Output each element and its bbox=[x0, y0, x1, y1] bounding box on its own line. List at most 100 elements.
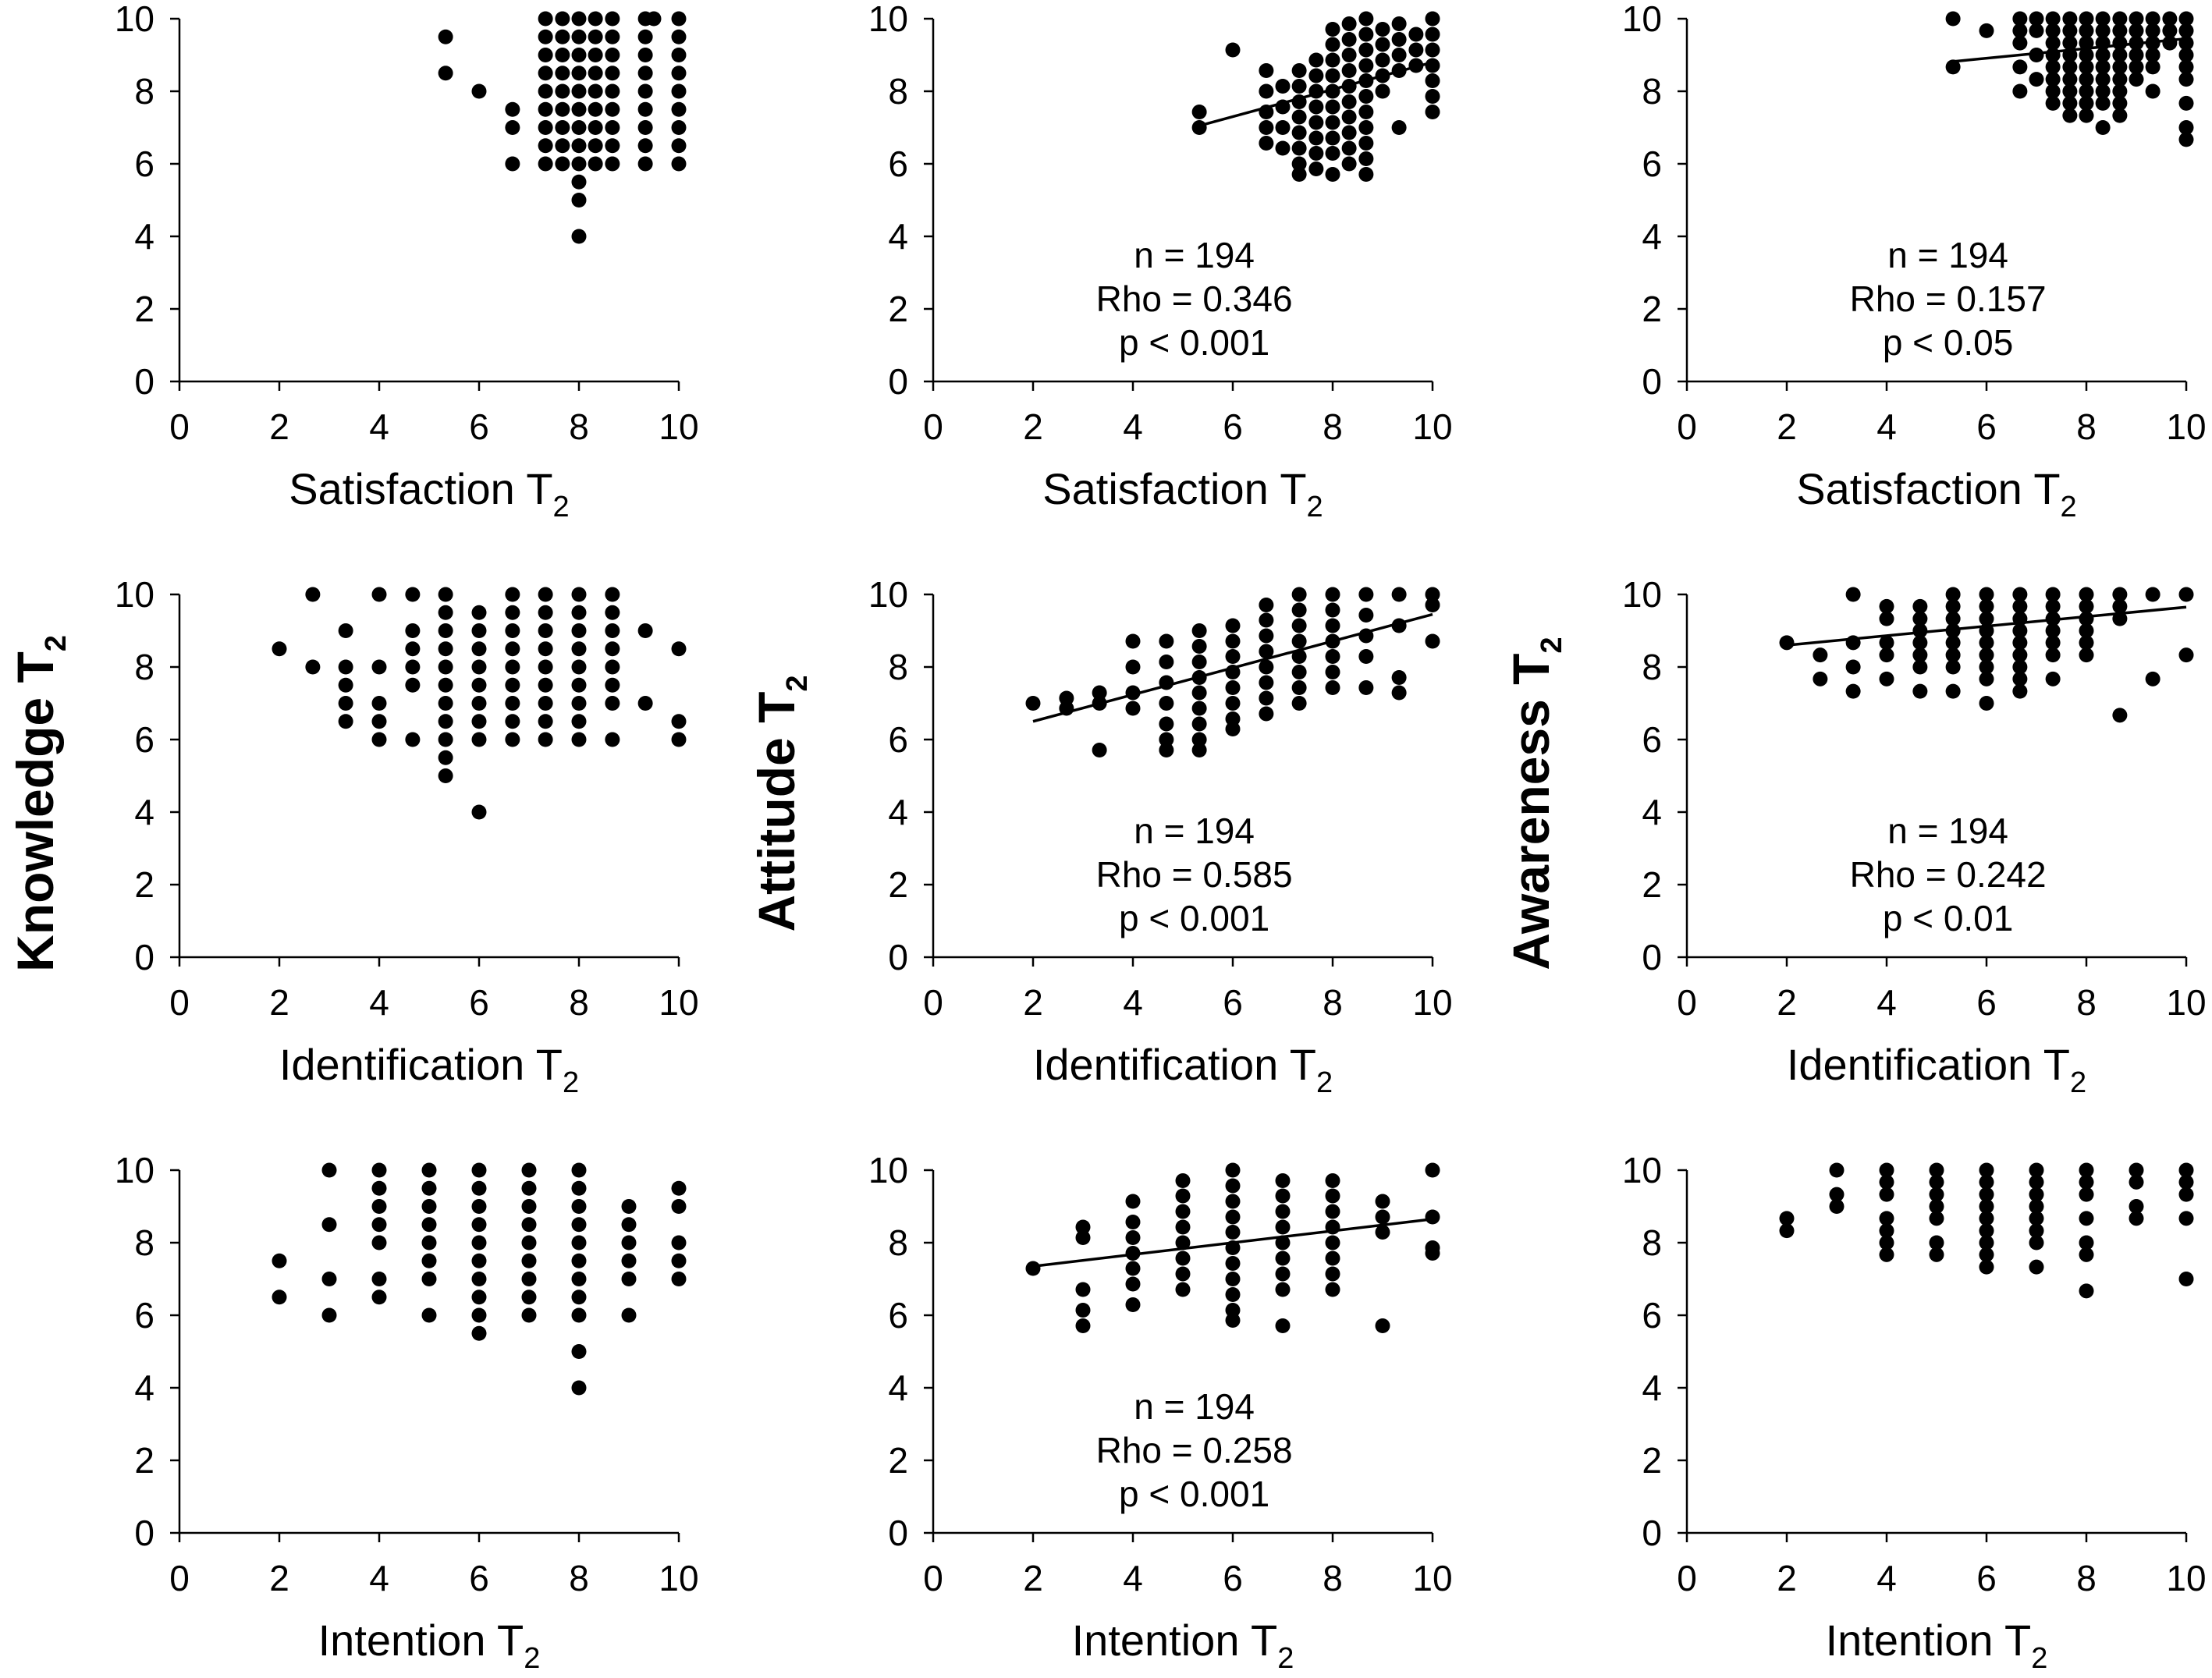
scatter-point bbox=[1225, 1225, 1241, 1240]
scatter-point bbox=[605, 138, 620, 154]
scatter-point bbox=[621, 1307, 637, 1323]
scatter-point bbox=[538, 11, 553, 27]
scatter-point bbox=[1779, 1211, 1795, 1226]
y-tick-label: 4 bbox=[888, 1368, 908, 1408]
x-tick-label: 6 bbox=[1976, 1558, 1997, 1598]
scatter-point bbox=[305, 587, 321, 602]
y-tick-label: 8 bbox=[1642, 1222, 1662, 1263]
y-tick-label: 4 bbox=[888, 216, 908, 257]
scatter-point bbox=[1291, 696, 1307, 711]
stat-annotation: p < 0.01 bbox=[1883, 898, 2014, 938]
scatter-point bbox=[521, 1162, 537, 1178]
scatter-point bbox=[555, 156, 570, 172]
scatter-point bbox=[2079, 587, 2094, 602]
scatter-point bbox=[2079, 11, 2094, 27]
scatter-point bbox=[1813, 671, 1828, 686]
scatter-point bbox=[1425, 58, 1440, 73]
x-tick-label: 6 bbox=[1976, 982, 1997, 1023]
scatter-point bbox=[1391, 669, 1407, 685]
scatter-point bbox=[571, 193, 587, 208]
y-tick-label: 6 bbox=[888, 719, 908, 760]
scatter-point bbox=[1912, 647, 1928, 663]
x-tick-label: 0 bbox=[169, 1558, 190, 1598]
scatter-point bbox=[1358, 166, 1374, 182]
scatter-point bbox=[1175, 1235, 1191, 1251]
scatter-point bbox=[1358, 105, 1374, 120]
scatter-point bbox=[1325, 587, 1340, 602]
scatter-point bbox=[2079, 59, 2094, 75]
scatter-point bbox=[1929, 1199, 1944, 1214]
scatter-point bbox=[1879, 635, 1894, 651]
stat-annotation: p < 0.001 bbox=[1119, 1474, 1269, 1514]
scatter-point bbox=[1425, 11, 1440, 27]
scatter-point bbox=[1308, 115, 1324, 130]
scatter-point bbox=[371, 1199, 387, 1214]
scatter-point bbox=[1912, 659, 1928, 675]
y-tick-label: 8 bbox=[1642, 71, 1662, 112]
scatter-point bbox=[538, 714, 553, 729]
scatter-point bbox=[1879, 647, 1894, 663]
y-tick-label: 6 bbox=[134, 1295, 154, 1336]
scatter-point bbox=[605, 605, 620, 620]
y-tick-label: 6 bbox=[1642, 1295, 1662, 1336]
scatter-point bbox=[1375, 1209, 1390, 1225]
scatter-point bbox=[505, 696, 520, 711]
scatter-point bbox=[321, 1217, 337, 1233]
y-tick-label: 6 bbox=[888, 1295, 908, 1336]
scatter-point bbox=[2178, 59, 2194, 75]
scatter-point bbox=[588, 48, 603, 62]
scatter-point bbox=[538, 732, 553, 747]
scatter-point bbox=[1259, 597, 1274, 612]
y-tick-label: 4 bbox=[888, 792, 908, 832]
scatter-point bbox=[338, 714, 353, 729]
scatter-point bbox=[621, 1199, 637, 1214]
scatter-point bbox=[605, 11, 620, 27]
x-tick-label: 10 bbox=[659, 406, 698, 447]
scatter-point bbox=[1325, 1266, 1340, 1282]
y-tick-label: 10 bbox=[868, 0, 908, 39]
scatter-point bbox=[421, 1162, 437, 1178]
x-tick-label: 0 bbox=[169, 406, 190, 447]
y-tick-label: 8 bbox=[888, 71, 908, 112]
y-tick-label: 10 bbox=[115, 1150, 154, 1190]
scatter-point bbox=[1259, 644, 1274, 659]
scatter-point bbox=[2079, 83, 2094, 99]
scatter-point bbox=[571, 48, 587, 62]
scatter-point bbox=[471, 1162, 487, 1178]
scatter-point bbox=[1125, 1276, 1141, 1292]
scatter-point bbox=[1275, 140, 1291, 156]
y-tick-label: 6 bbox=[134, 719, 154, 760]
scatter-point bbox=[2129, 1199, 2144, 1214]
scatter-point bbox=[1259, 83, 1274, 99]
scatter-point bbox=[1325, 68, 1340, 83]
scatter-point bbox=[1259, 690, 1274, 706]
scatter-point bbox=[637, 83, 653, 99]
scatter-point bbox=[571, 1217, 587, 1233]
scatter-point bbox=[1912, 611, 1928, 626]
y-tick-label: 0 bbox=[134, 1513, 154, 1553]
scatter-point bbox=[2129, 1211, 2144, 1226]
scatter-point bbox=[1291, 78, 1307, 94]
scatter-point bbox=[2079, 23, 2094, 38]
scatter-point bbox=[2145, 587, 2161, 602]
y-tick-label: 4 bbox=[134, 792, 154, 832]
scatter-point bbox=[2012, 83, 2028, 99]
scatter-point bbox=[2129, 11, 2144, 27]
scatter-point bbox=[2129, 48, 2144, 62]
scatter-point bbox=[571, 696, 587, 711]
trend-line bbox=[1032, 1218, 1433, 1268]
scatter-point bbox=[2045, 23, 2061, 38]
x-tick-label: 6 bbox=[1976, 406, 1997, 447]
scatter-panel: 0 2 4 6 8 10 0 2 4 6 8 10 Intention T2 bbox=[1622, 1150, 2207, 1675]
stat-annotation: n = 194 bbox=[1887, 811, 2008, 851]
scatter-point bbox=[521, 1199, 537, 1214]
scatter-point bbox=[338, 677, 353, 693]
x-tick-label: 10 bbox=[1412, 406, 1452, 447]
scatter-point bbox=[2178, 1272, 2194, 1286]
scatter-point bbox=[1125, 701, 1141, 716]
scatter-point bbox=[521, 1253, 537, 1268]
scatter-point bbox=[671, 11, 687, 27]
scatter-point bbox=[2029, 1174, 2044, 1190]
scatter-point bbox=[1341, 94, 1357, 109]
